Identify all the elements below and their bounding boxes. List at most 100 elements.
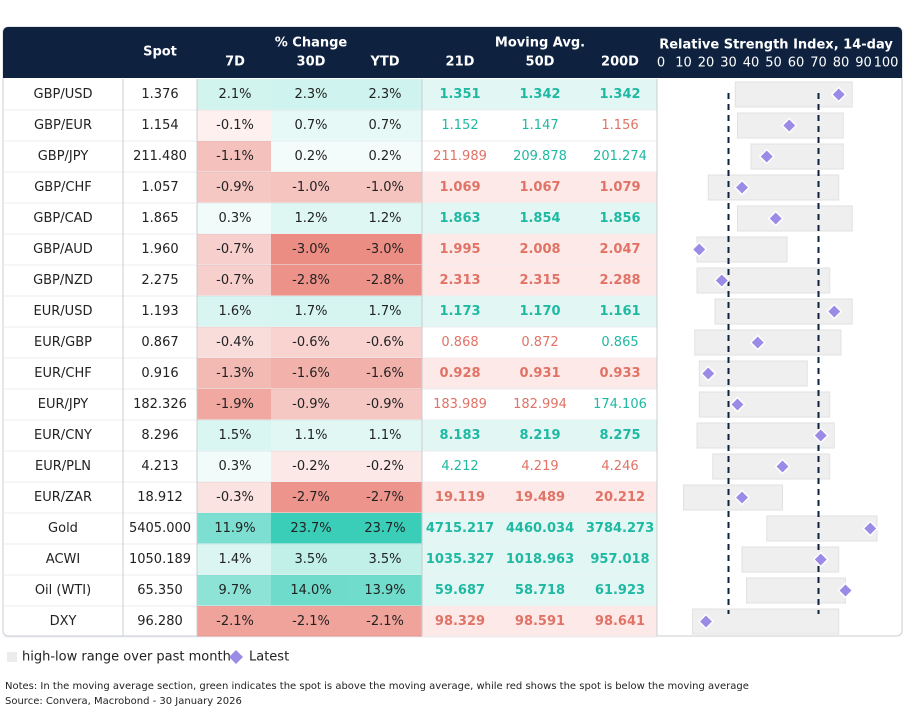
change: -2.8% [292,273,330,288]
spot: 0.867 [141,335,178,350]
moving-avg: 61.923 [595,583,645,598]
col-header: YTD [369,55,399,70]
change-cell-bg [271,265,347,296]
header-bg [3,27,902,78]
moving-avg: 8.183 [439,428,480,443]
change: 2.3% [294,87,327,102]
change: -2.8% [366,273,404,288]
change-cell-bg [271,544,347,575]
change: -3.0% [366,242,404,257]
change: 3.5% [294,552,327,567]
moving-avg: 4.219 [521,459,558,474]
change-cell-bg [347,606,422,637]
rsi-tick-label: 10 [675,56,692,71]
change: 0.2% [294,149,327,164]
change: -0.9% [366,397,404,412]
rsi-tick-label: 70 [810,56,827,71]
moving-avg: 1.863 [439,211,480,226]
rsi-range [692,608,840,635]
legend-latest: Latest [249,650,289,665]
change-cell-bg [271,172,347,203]
change: -0.1% [216,118,254,133]
rsi-range [746,577,846,604]
rsi-latest [733,179,751,196]
rsi-latest [697,613,715,630]
ma-row-bg [422,420,657,451]
rsi-range [694,329,842,356]
change: -1.0% [292,180,330,195]
row-name: ACWI [46,552,80,567]
change: 1.6% [218,304,251,319]
rsi-tick-label: 20 [698,56,715,71]
row-name: EUR/ZAR [34,490,92,505]
ma-row-bg [422,265,657,296]
spot: 65.350 [137,583,183,598]
rsi-tick-label: 50 [765,56,782,71]
col-header: 30D [297,55,326,70]
moving-avg: 2.008 [519,242,560,257]
change-cell-bg [197,296,271,327]
change-cell-bg [197,234,271,265]
moving-avg: 1.854 [519,211,560,226]
moving-avg: 1.156 [601,118,638,133]
change-cell-bg [271,513,347,544]
change: 3.5% [368,552,401,567]
spot: 96.280 [137,614,183,629]
change-cell-bg [347,544,422,575]
change: 1.4% [218,552,251,567]
change: -1.6% [292,366,330,381]
rsi-latest [749,334,766,351]
row-name: EUR/CHF [34,366,91,381]
moving-avg: 2.313 [439,273,480,288]
moving-avg: 1.351 [439,87,480,102]
spot: 1.154 [141,118,178,133]
spot: 18.912 [137,490,183,505]
moving-avg: 1.152 [441,118,478,133]
ma-row-bg [422,513,657,544]
change-cell-bg [347,265,422,296]
change-cell-bg [197,172,271,203]
change-cell-bg [197,482,271,513]
moving-avg: 1.995 [439,242,480,257]
moving-avg: 1.170 [519,304,560,319]
moving-avg: 59.687 [435,583,485,598]
change-cell-bg [347,203,422,234]
change: -1.0% [366,180,404,195]
change-cell-bg [197,575,271,606]
moving-avg: 4.212 [441,459,478,474]
row-name: GBP/USD [34,87,93,102]
moving-avg: 2.315 [519,273,560,288]
moving-avg: 1.079 [599,180,640,195]
change: -1.1% [216,149,254,164]
change-cell-bg [347,234,422,265]
moving-avg: 1.161 [599,304,640,319]
row-name: EUR/GBP [34,335,92,350]
row-name: Oil (WTI) [35,583,91,598]
legend-range: high-low range over past month [22,650,231,665]
change-cell-bg [271,358,347,389]
change: 1.2% [368,211,401,226]
moving-avg: 0.933 [599,366,640,381]
moving-avg: 182.994 [513,397,567,412]
change-cell-bg [271,203,347,234]
spot: 5405.000 [129,521,191,536]
change: -0.6% [366,335,404,350]
change: -1.6% [366,366,404,381]
change: 0.7% [368,118,401,133]
spot: 1.057 [141,180,178,195]
change-cell-bg [197,544,271,575]
moving-avg: 1.147 [521,118,558,133]
legend-latest-swatch [229,650,243,664]
ma-row-bg [422,172,657,203]
rsi-range [707,174,840,201]
change-cell-bg [197,327,271,358]
rsi-tick-label: 0 [657,56,665,71]
rsi-range [698,391,831,418]
change: -0.9% [292,397,330,412]
change: -0.4% [216,335,254,350]
change-cell-bg [271,451,347,482]
moving-avg: 1.069 [439,180,480,195]
spot: 0.916 [141,366,178,381]
change-cell-bg [347,358,422,389]
change: 0.3% [218,459,251,474]
